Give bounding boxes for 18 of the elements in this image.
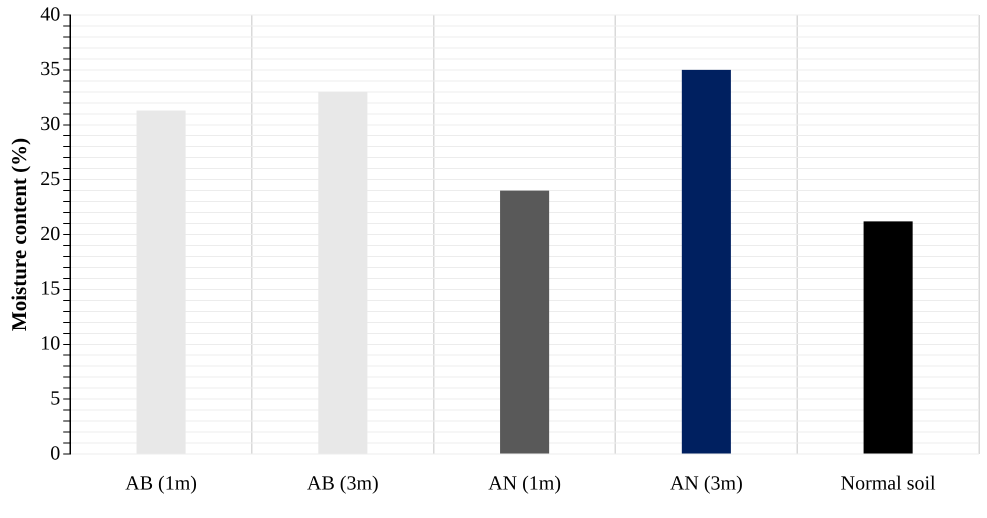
y-tick-label: 0	[50, 442, 60, 464]
bar	[500, 190, 550, 454]
bar	[864, 221, 913, 454]
y-tick-label: 15	[40, 278, 60, 300]
x-tick-label: AB (1m)	[125, 472, 197, 494]
y-tick-label: 25	[40, 168, 60, 190]
y-tick-label: 35	[40, 58, 60, 80]
y-tick-label: 20	[40, 222, 60, 245]
y-tick-label: 10	[40, 332, 60, 354]
y-tick-label: 30	[40, 113, 60, 135]
y-tick-label: 5	[50, 387, 60, 410]
bar	[682, 70, 731, 454]
x-tick-label: AB (3m)	[307, 472, 379, 494]
x-tick-label: AN (3m)	[670, 472, 743, 494]
y-axis-title: Moisture content (%)	[7, 138, 32, 332]
x-tick-label: AN (1m)	[488, 472, 561, 494]
y-tick-label: 40	[40, 3, 60, 26]
x-tick-label: Normal soil	[840, 472, 936, 494]
